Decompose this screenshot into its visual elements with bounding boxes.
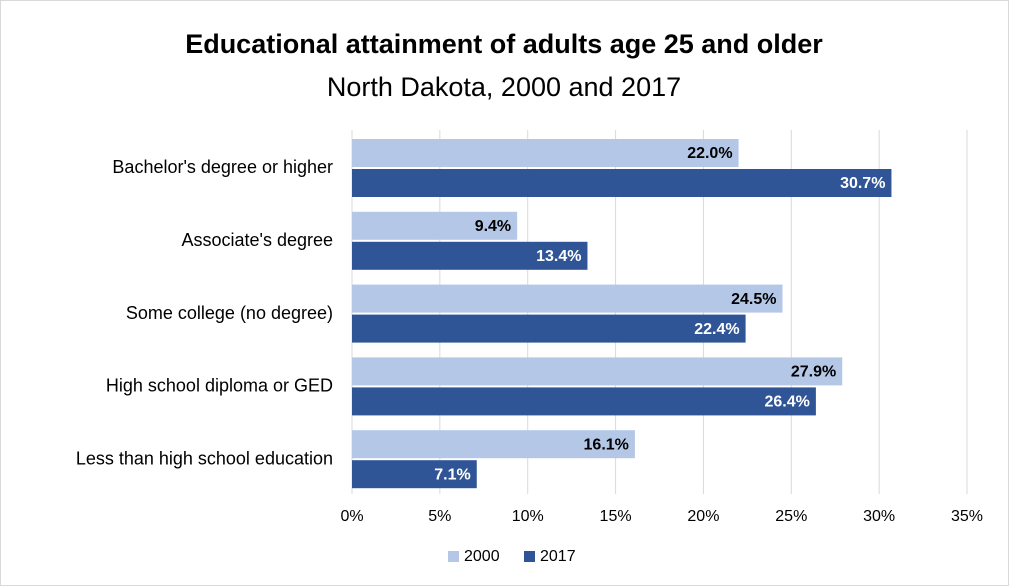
bar (352, 139, 739, 167)
chart-subtitle: North Dakota, 2000 and 2017 (327, 72, 681, 102)
x-tick-label: 5% (428, 508, 451, 525)
bar (352, 460, 477, 489)
bar (352, 430, 635, 459)
bar (352, 241, 588, 270)
legend-label: 2017 (540, 548, 576, 565)
data-label: 9.4% (475, 218, 511, 235)
x-tick-label: 25% (775, 508, 807, 525)
x-tick-label: 20% (687, 508, 719, 525)
legend-swatch (524, 551, 535, 562)
x-tick-label: 10% (512, 508, 544, 525)
data-label: 22.4% (694, 321, 739, 338)
x-tick-label: 15% (600, 508, 632, 525)
data-label: 26.4% (765, 394, 810, 411)
data-label: 13.4% (536, 248, 581, 265)
y-tick-label: High school diploma or GED (106, 376, 333, 396)
data-label: 7.1% (434, 466, 470, 483)
bar (352, 387, 816, 416)
x-tick-label: 30% (863, 508, 895, 525)
data-label: 24.5% (731, 291, 776, 308)
legend-swatch (448, 551, 459, 562)
y-tick-label: Some college (no degree) (126, 303, 333, 323)
y-tick-label: Less than high school education (76, 448, 333, 468)
data-label: 30.7% (840, 175, 885, 192)
y-tick-label: Associate's degree (181, 230, 333, 250)
y-tick-label: Bachelor's degree or higher (112, 157, 333, 177)
data-label: 16.1% (584, 436, 629, 453)
data-label: 27.9% (791, 364, 836, 381)
x-tick-label: 0% (340, 508, 363, 525)
bar (352, 211, 518, 240)
bar (352, 357, 843, 386)
x-tick-label: 35% (951, 508, 983, 525)
bar (352, 169, 892, 197)
chart-title: Educational attainment of adults age 25 … (185, 29, 823, 59)
data-label: 22.0% (687, 145, 732, 162)
bar (352, 314, 746, 343)
bar (352, 284, 783, 313)
legend-label: 2000 (464, 548, 500, 565)
